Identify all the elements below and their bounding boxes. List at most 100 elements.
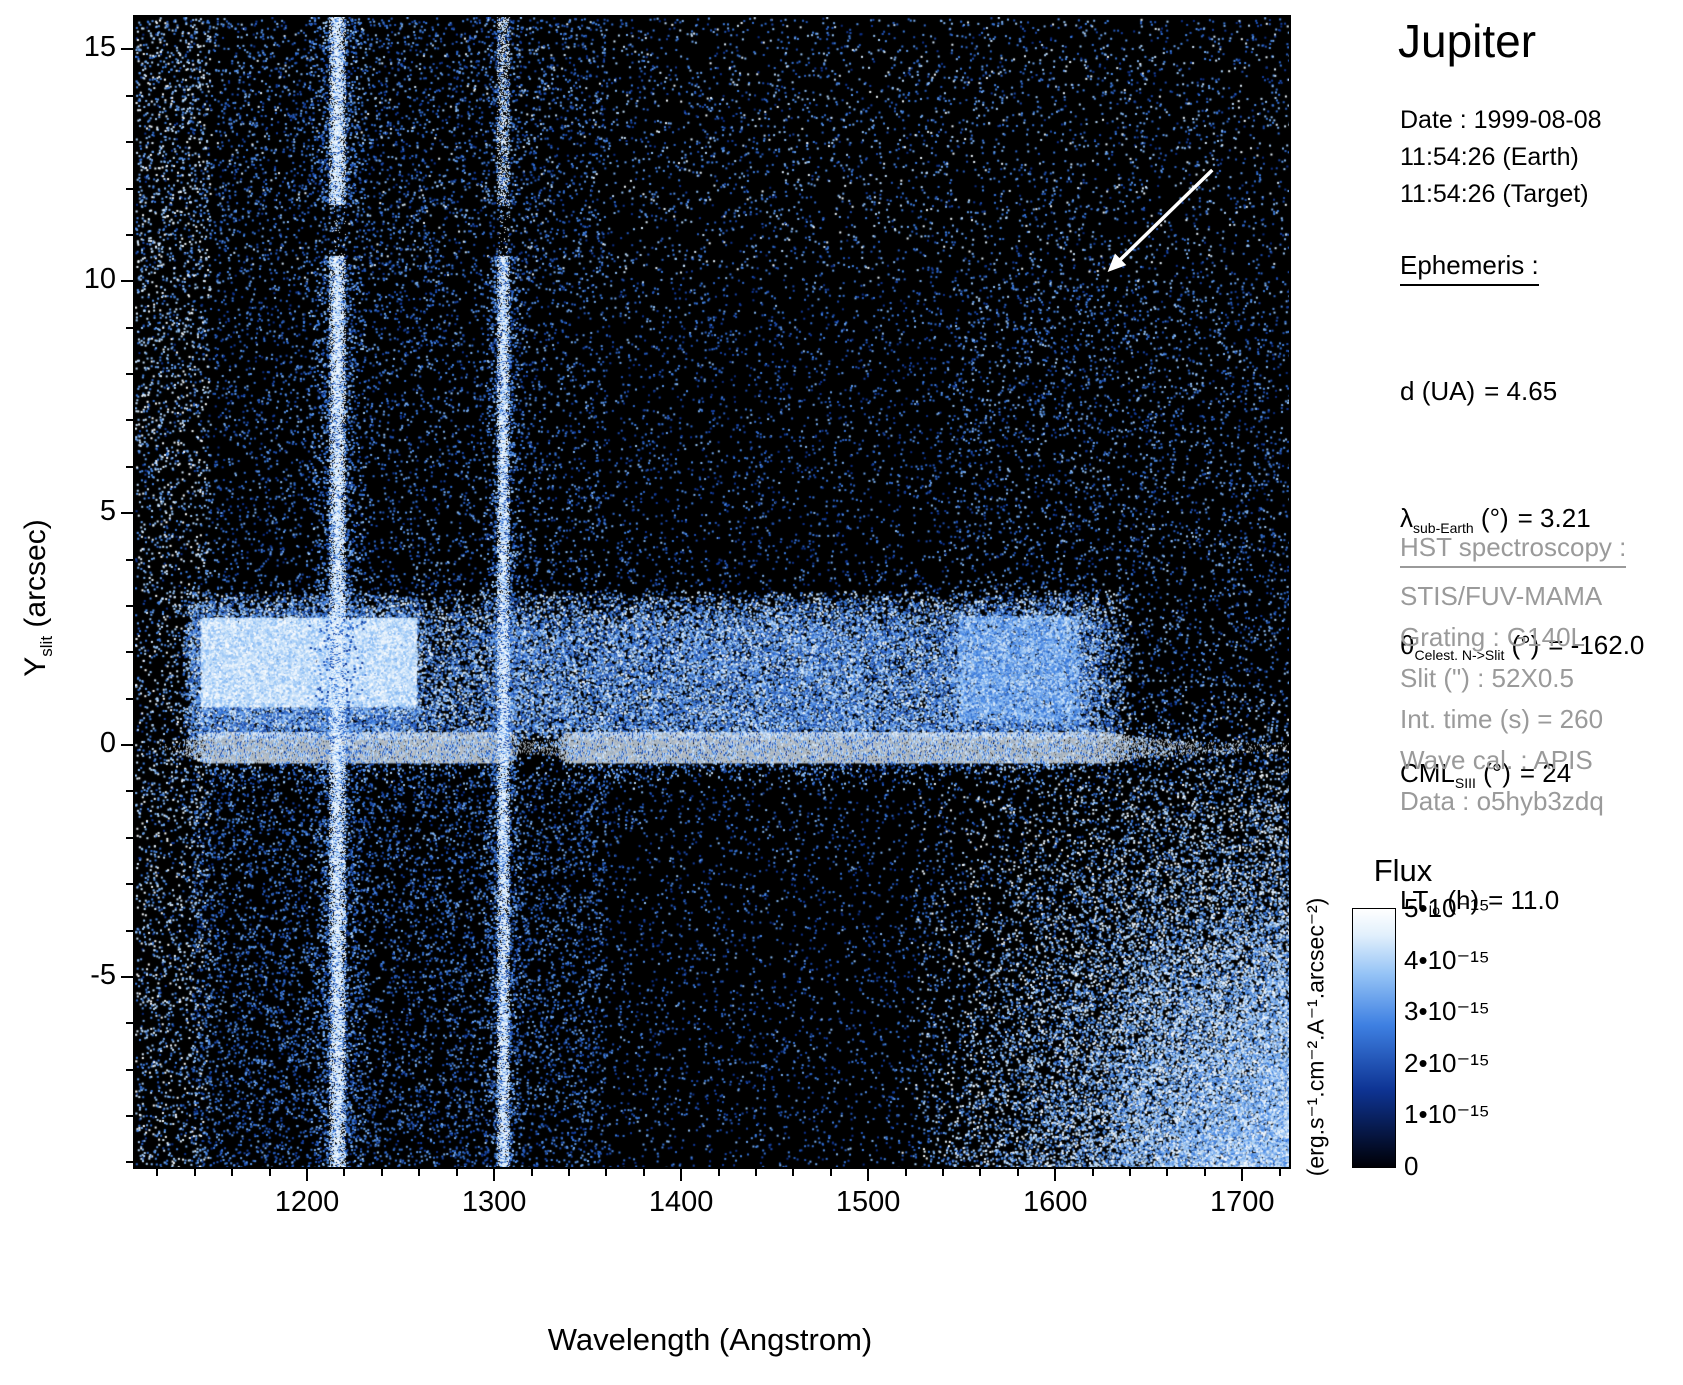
observation-date: Date : 1999-08-08 [1400, 106, 1602, 134]
ephemeris-subscript: Io [1428, 901, 1441, 918]
y-minor-tick [126, 141, 133, 144]
x-minor-tick [754, 1169, 757, 1176]
ephemeris-unit: (°) [1473, 503, 1509, 534]
y-tick-label: 15 [83, 31, 116, 64]
x-minor-tick [530, 1169, 533, 1176]
x-tick-label: 1500 [835, 1186, 901, 1218]
figure-title: Jupiter [1398, 15, 1537, 67]
y-minor-tick [126, 790, 133, 793]
spectral-canvas [135, 17, 1289, 1167]
ephemeris-row: λsub-Earth (°) = 3.21 [1400, 499, 1644, 548]
y-minor-tick [126, 326, 133, 329]
ephemeris-subscript: SIII [1454, 774, 1476, 791]
y-minor-tick [126, 1114, 133, 1117]
x-minor-tick [717, 1169, 720, 1176]
ephemeris-row: θCelest. N->Slit (°) = -162.0 [1400, 626, 1644, 675]
x-major-tick [306, 1169, 309, 1181]
y-tick-label: 0 [99, 727, 116, 760]
x-minor-tick [380, 1169, 383, 1176]
ephemeris-value: = 4.65 [1484, 376, 1558, 406]
y-major-tick [121, 512, 133, 515]
colorbar-gradient [1352, 908, 1396, 1168]
x-minor-tick [605, 1169, 608, 1176]
y-major-tick [121, 280, 133, 283]
hst-header-text: HST spectroscopy : [1400, 532, 1627, 568]
hst-line: Grating : G140L [1400, 622, 1585, 652]
x-minor-tick [904, 1169, 907, 1176]
x-minor-tick [268, 1169, 271, 1176]
x-minor-tick [567, 1169, 570, 1176]
plot-area [133, 15, 1291, 1169]
x-tick-label: 1700 [1209, 1186, 1275, 1218]
ephemeris-subscript: Celest. N->Slit [1414, 647, 1505, 664]
x-minor-tick [193, 1169, 196, 1176]
y-major-tick [121, 744, 133, 747]
y-minor-tick [126, 651, 133, 654]
y-tick-label: 10 [83, 263, 116, 296]
y-minor-tick [126, 187, 133, 190]
y-minor-tick [126, 94, 133, 97]
ephemeris-header: Ephemeris : [1400, 250, 1539, 286]
y-minor-tick [126, 604, 133, 607]
x-minor-tick [1016, 1169, 1019, 1176]
x-axis-label: Wavelength (Angstrom) [547, 1322, 873, 1357]
y-minor-tick [126, 1022, 133, 1025]
x-major-tick [867, 1169, 870, 1181]
y-minor-tick [126, 929, 133, 932]
y-minor-tick [126, 233, 133, 236]
x-major-tick [493, 1169, 496, 1181]
x-minor-tick [829, 1169, 832, 1176]
colorbar-units-label: (erg.s⁻¹.cm⁻².A⁻¹.arcsec⁻²) [1302, 897, 1329, 1177]
ephemeris-row: CMLSIII (°) = 24 [1400, 754, 1644, 803]
hst-line: Wave cal. : APIS [1400, 745, 1593, 775]
x-major-tick [680, 1169, 683, 1181]
y-axis-label: Yslit (arcsec) [19, 519, 57, 676]
y-minor-tick [126, 465, 133, 468]
ephemeris-symbol: d [1400, 376, 1415, 406]
y-minor-tick [126, 883, 133, 886]
ephemeris-value: = -162.0 [1548, 630, 1645, 661]
ephemeris-row: LTIo (h) = 11.0 [1400, 881, 1644, 930]
hst-line: Slit (") : 52X0.5 [1400, 663, 1574, 693]
y-minor-tick [126, 373, 133, 376]
colorbar-tick-label: 2•10⁻¹⁵ [1404, 1047, 1490, 1078]
y-minor-tick [126, 419, 133, 422]
ephemeris-unit: (°) [1475, 757, 1511, 788]
ephemeris-value: = 24 [1519, 757, 1572, 788]
ephemeris-row: d (UA) = 4.65 [1400, 372, 1644, 421]
ephemeris-unit: (UA) [1414, 376, 1476, 406]
hst-line: Data : o5hyb3zdq [1400, 786, 1604, 816]
y-minor-tick [126, 1068, 133, 1071]
ephemeris-symbol: λ [1400, 503, 1413, 534]
y-axis-label-main: Y [19, 656, 52, 677]
x-minor-tick [1091, 1169, 1094, 1176]
hst-block: STIS/FUV-MAMA Grating : G140L Slit (") :… [1400, 576, 1604, 822]
x-minor-tick [979, 1169, 982, 1176]
colorbar-tick-label: 1•10⁻¹⁵ [1404, 1099, 1490, 1130]
hst-header: HST spectroscopy : [1400, 532, 1627, 568]
y-axis-label-sub: slit [37, 635, 56, 657]
x-minor-tick [231, 1169, 234, 1176]
x-minor-tick [792, 1169, 795, 1176]
hst-line: Int. time (s) = 260 [1400, 704, 1604, 734]
x-tick-label: 1400 [648, 1186, 714, 1218]
x-minor-tick [1278, 1169, 1281, 1176]
x-minor-tick [1129, 1169, 1132, 1176]
y-axis-label-rest: (arcsec) [19, 519, 52, 636]
ephemeris-symbol: CML [1400, 757, 1455, 788]
x-minor-tick [343, 1169, 346, 1176]
ephemeris-unit: (h) [1440, 884, 1480, 915]
x-tick-label: 1600 [1022, 1186, 1088, 1218]
ephemeris-subscript: sub-Earth [1413, 520, 1474, 537]
ephemeris-header-text: Ephemeris : [1400, 250, 1539, 286]
hst-line: STIS/FUV-MAMA [1400, 581, 1603, 611]
x-minor-tick [941, 1169, 944, 1176]
x-minor-tick [642, 1169, 645, 1176]
x-tick-label: 1300 [461, 1186, 527, 1218]
ephemeris-value: = 11.0 [1488, 884, 1560, 915]
y-major-tick [121, 48, 133, 51]
ephemeris-block: d (UA) = 4.65 λsub-Earth (°) = 3.21 θCeles… [1400, 294, 1644, 1008]
y-minor-tick [126, 1161, 133, 1164]
info-panel: Jupiter Date : 1999-08-08 11:54:26 (Eart… [1398, 14, 1683, 918]
